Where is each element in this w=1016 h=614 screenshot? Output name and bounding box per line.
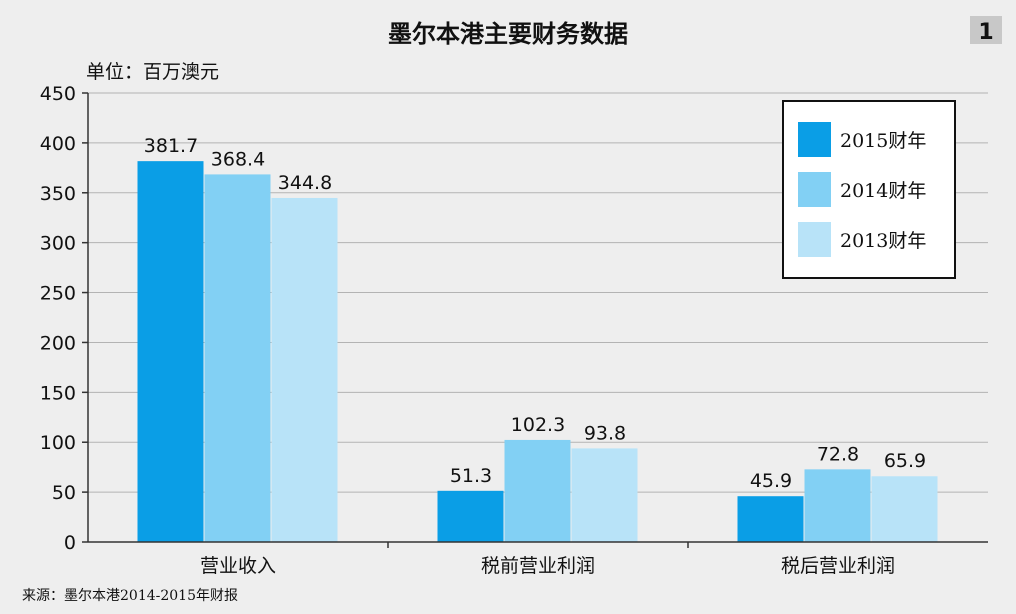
legend-swatch <box>798 172 831 207</box>
category-labels: 营业收入 税前营业利润 税后营业利润 <box>200 555 895 577</box>
unit-label: 单位：百万澳元 <box>86 61 219 83</box>
y-tick-label: 450 <box>40 83 76 105</box>
bar <box>204 174 271 542</box>
y-tick-label: 250 <box>40 283 76 305</box>
data-label: 93.8 <box>584 422 626 444</box>
data-label: 344.8 <box>278 172 332 194</box>
legend: 2015财年 2014财年 2013财年 <box>782 100 956 279</box>
y-tick-label: 150 <box>40 382 76 404</box>
bars <box>137 161 938 542</box>
category-label: 营业收入 <box>200 555 276 577</box>
legend-label: 2015财年 <box>840 130 926 152</box>
legend-label: 2014财年 <box>840 180 926 202</box>
data-label: 65.9 <box>884 450 926 472</box>
y-tick-label: 50 <box>52 482 76 504</box>
data-labels: 381.7 368.4 344.8 51.3 102.3 93.8 45.9 72.8 65.9 <box>144 135 926 492</box>
bar <box>871 476 938 542</box>
legend-swatch <box>798 122 831 157</box>
bar <box>571 448 638 542</box>
data-label: 45.9 <box>750 470 792 492</box>
data-label: 368.4 <box>211 148 265 170</box>
bar <box>137 161 204 542</box>
y-axis-ticks: 0 50 100 150 200 250 300 350 400 450 <box>40 83 88 554</box>
bar <box>271 197 338 542</box>
bar <box>737 496 804 542</box>
category-label: 税前营业利润 <box>481 555 595 577</box>
data-label: 51.3 <box>450 465 492 487</box>
legend-swatch <box>798 222 831 257</box>
y-tick-label: 400 <box>40 133 76 155</box>
chart-title: 墨尔本港主要财务数据 <box>388 20 628 48</box>
bar <box>804 469 871 542</box>
bar <box>437 490 504 542</box>
y-tick-label: 200 <box>40 332 76 354</box>
y-tick-label: 0 <box>64 532 76 554</box>
data-label: 381.7 <box>144 135 198 157</box>
y-tick-label: 100 <box>40 432 76 454</box>
page-badge-number: 1 <box>978 20 993 45</box>
data-label: 72.8 <box>817 443 859 465</box>
data-label: 102.3 <box>511 414 565 436</box>
bar <box>504 439 571 542</box>
category-label: 税后营业利润 <box>781 555 895 577</box>
page-badge: 1 <box>970 16 1002 45</box>
y-tick-label: 350 <box>40 183 76 205</box>
y-tick-label: 300 <box>40 233 76 255</box>
source-note: 来源：墨尔本港2014-2015年财报 <box>22 588 238 604</box>
legend-label: 2013财年 <box>840 230 926 252</box>
axes <box>87 93 988 548</box>
